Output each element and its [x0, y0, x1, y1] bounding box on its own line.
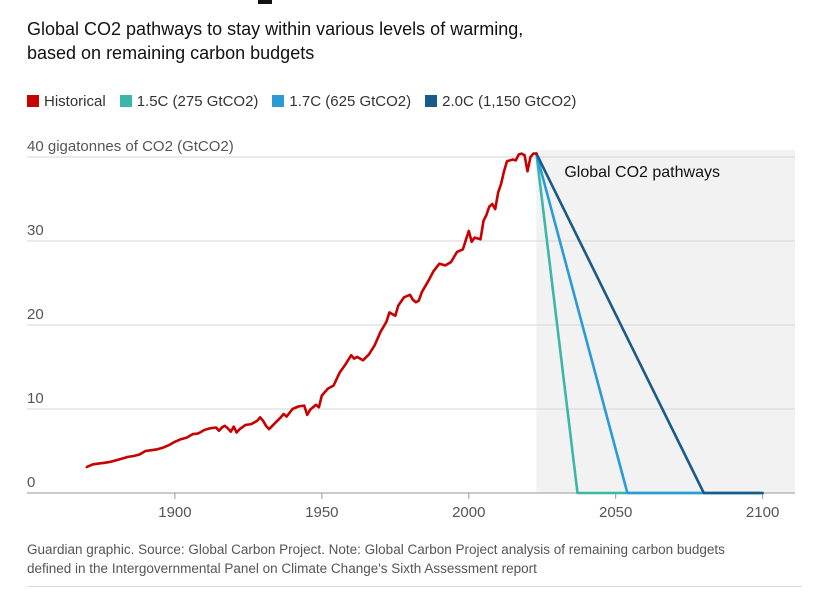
legend-item-1-7c: 1.7C (625 GtCO2) — [272, 93, 411, 110]
legend-swatch-1-5c — [119, 95, 132, 107]
y-tick-label: 40 gigatonnes of CO2 (GtCO2) — [27, 138, 234, 155]
legend-label-1-5c: 1.5C (275 GtCO2) — [136, 92, 259, 110]
title-line-2: based on remaining carbon budgets — [27, 43, 315, 63]
legend-item-2-0c: 2.0C (1,150 GtCO2) — [425, 93, 576, 110]
legend-swatch-1-7c — [272, 95, 285, 107]
legend-item-historical: Historical — [27, 93, 106, 110]
series-line-2-0c-1-150-gtco2 — [535, 152, 764, 495]
pathways-label: Global CO2 pathways — [564, 164, 720, 181]
x-tick-label: 2100 — [746, 504, 779, 521]
legend-swatch-2-0c — [425, 95, 438, 107]
legend: Historical 1.5C (275 GtCO2) 1.7C (625 Gt… — [27, 91, 590, 111]
y-tick-label: 20 — [27, 306, 44, 323]
legend-label-2-0c: 2.0C (1,150 GtCO2) — [442, 92, 577, 110]
series-lines — [85, 152, 764, 495]
series-line-historical — [85, 152, 538, 469]
footer-note: Guardian graphic. Source: Global Carbon … — [27, 540, 802, 578]
footer-line-1: Guardian graphic. Source: Global Carbon … — [27, 542, 725, 557]
legend-label-historical: Historical — [44, 92, 106, 110]
emissions-chart: 40 gigatonnes of CO2 (GtCO2) 30 20 10 0 1900… — [27, 138, 795, 521]
x-axis: 1900 1950 2000 2050 2100 — [158, 493, 779, 521]
pathways-shaded-region — [536, 150, 795, 493]
y-tick-label: 0 — [27, 474, 35, 491]
title-line-1: Global CO2 pathways to stay within vario… — [27, 19, 524, 39]
footer-line-2: defined in the Intergovernmental Panel o… — [27, 561, 537, 576]
x-tick-label: 2050 — [599, 504, 632, 521]
x-tick-label: 1900 — [158, 504, 191, 521]
chart-title: Global CO2 pathways to stay within vario… — [27, 17, 787, 65]
legend-swatch-historical — [27, 95, 39, 107]
y-tick-label: 30 — [27, 222, 44, 239]
top-rule — [0, 0, 819, 4]
footer-rule — [27, 586, 802, 587]
gridlines — [27, 156, 795, 494]
legend-label-1-7c: 1.7C (625 GtCO2) — [289, 92, 412, 110]
x-tick-label: 2000 — [452, 504, 485, 521]
header-fragment — [258, 0, 272, 4]
legend-item-1-5c: 1.5C (275 GtCO2) — [119, 92, 259, 110]
y-tick-label: 10 — [27, 390, 44, 407]
x-tick-label: 1950 — [305, 504, 338, 521]
y-axis-labels: 40 gigatonnes of CO2 (GtCO2) 30 20 10 0 — [27, 138, 234, 491]
